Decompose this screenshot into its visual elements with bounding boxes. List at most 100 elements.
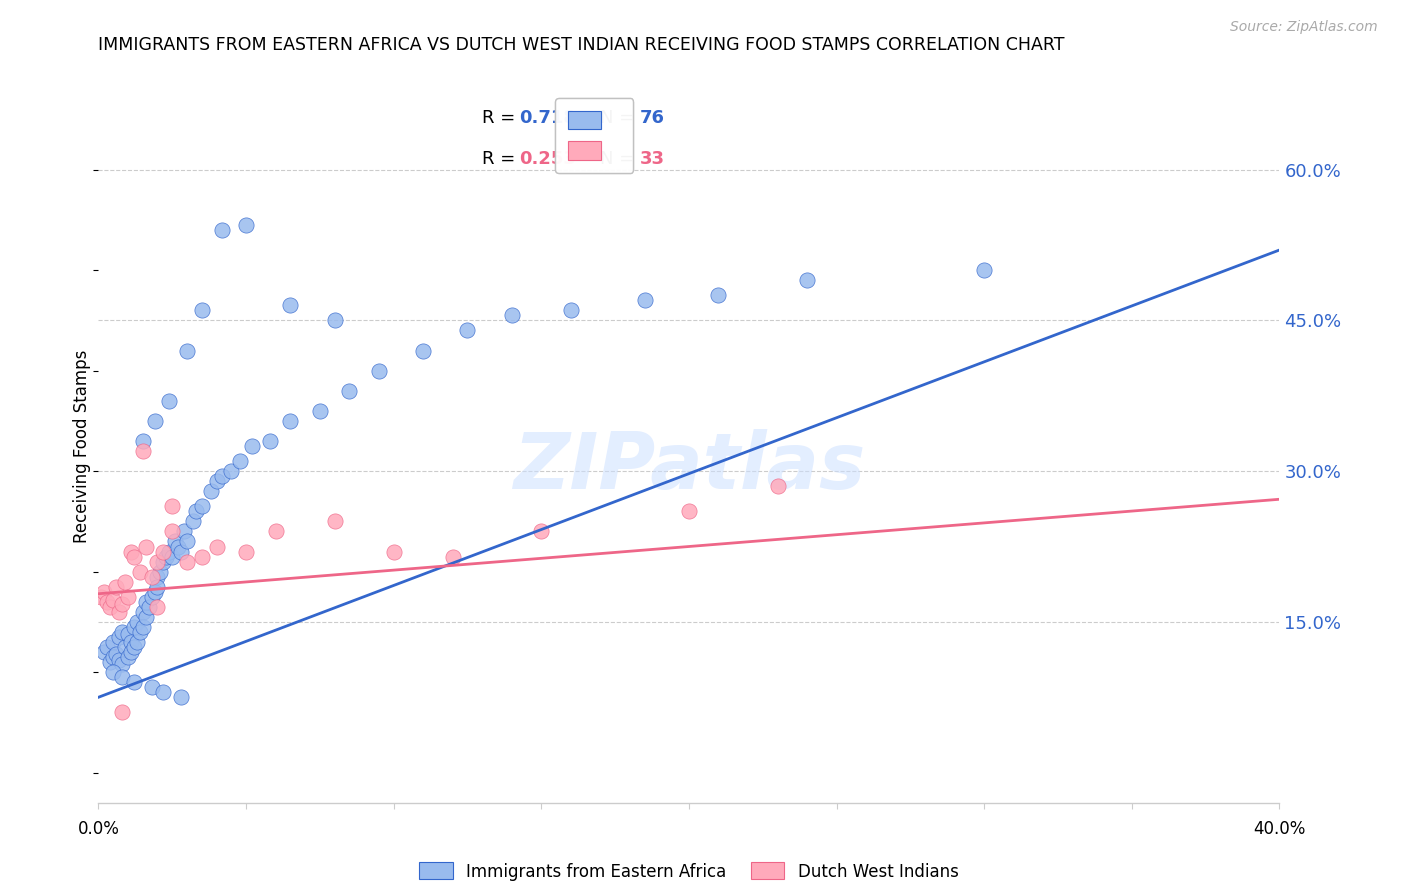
Point [323,313,346,327]
Point [176,534,198,549]
Legend:  ,  : , [555,98,634,173]
Text: R =: R = [482,150,522,168]
Point [93,584,115,599]
Point [412,343,434,358]
Point [114,574,136,589]
Point [170,690,193,705]
Point [162,500,183,514]
Point [191,549,214,564]
Point [382,544,405,558]
Point [120,645,142,659]
Point [111,706,134,720]
Point [111,670,134,684]
Point [141,590,163,604]
Point [122,549,145,564]
Point [138,599,160,614]
Point [530,524,553,539]
Point [135,610,157,624]
Point [165,534,187,549]
Point [678,504,700,518]
Point [141,680,163,694]
Point [235,544,257,558]
Text: ZIPatlas: ZIPatlas [513,429,865,506]
Point [309,404,332,418]
Y-axis label: Receiving Food Stamps: Receiving Food Stamps [73,350,91,542]
Text: 33: 33 [640,150,665,168]
Point [111,597,134,611]
Point [441,549,464,564]
Point [278,414,302,428]
Point [122,675,145,690]
Point [108,630,131,644]
Point [114,640,136,654]
Point [125,615,148,629]
Point [152,544,174,558]
Point [368,363,391,377]
Point [170,544,193,558]
Point [146,580,169,594]
Text: 40.0%: 40.0% [1253,820,1306,838]
Point [259,434,281,448]
Point [155,549,177,564]
Point [122,640,145,654]
Point [93,645,115,659]
Text: IMMIGRANTS FROM EASTERN AFRICA VS DUTCH WEST INDIAN RECEIVING FOOD STAMPS CORREL: IMMIGRANTS FROM EASTERN AFRICA VS DUTCH … [98,36,1064,54]
Point [103,650,125,665]
Point [707,288,730,302]
Point [120,544,142,558]
Point [111,624,134,639]
Point [560,303,582,318]
Point [211,223,233,237]
Point [167,540,190,554]
Point [132,434,155,448]
Point [143,414,166,428]
Point [98,655,121,669]
Text: N =: N = [600,110,640,128]
Point [796,273,818,287]
Point [117,627,139,641]
Point [240,439,263,453]
Point [501,309,523,323]
Point [339,384,360,398]
Point [162,524,183,539]
Point [105,647,128,661]
Text: 76: 76 [640,110,665,128]
Point [96,595,118,609]
Point [135,595,157,609]
Point [191,303,214,318]
Point [211,469,233,483]
Point [456,323,478,337]
Point [128,624,150,639]
Point [176,555,198,569]
Point [108,605,131,619]
Point [152,555,174,569]
Point [157,544,180,558]
Text: N =: N = [600,150,640,168]
Point [200,484,222,499]
Point [117,650,139,665]
Point [766,479,789,493]
Point [191,500,214,514]
Point [90,590,112,604]
Point [105,580,128,594]
Point [128,565,150,579]
Point [973,263,995,277]
Point [98,599,121,614]
Point [120,635,142,649]
Text: 0.0%: 0.0% [77,820,120,838]
Point [122,620,145,634]
Point [108,653,131,667]
Point [323,515,346,529]
Point [96,640,118,654]
Point [135,540,157,554]
Point [103,592,125,607]
Point [103,635,125,649]
Point [205,540,228,554]
Point [633,293,655,308]
Point [219,464,242,478]
Point [132,620,155,634]
Point [235,218,257,232]
Point [146,569,169,583]
Text: R =: R = [482,110,522,128]
Point [264,524,287,539]
